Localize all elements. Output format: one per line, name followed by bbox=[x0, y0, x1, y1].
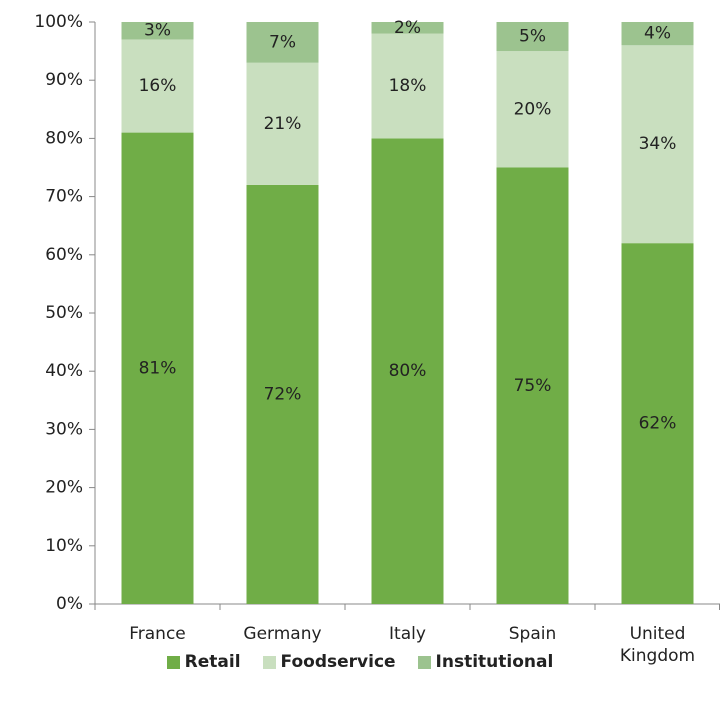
y-tick-label: 60% bbox=[45, 245, 83, 265]
data-label: 20% bbox=[514, 99, 552, 119]
y-tick-label: 30% bbox=[45, 419, 83, 439]
data-label: 7% bbox=[269, 32, 296, 52]
bar-segment bbox=[621, 22, 694, 46]
legend: Retail Foodservice Institutional bbox=[0, 652, 720, 672]
y-tick-label: 10% bbox=[45, 536, 83, 556]
data-label: 5% bbox=[519, 27, 546, 47]
bar-segment bbox=[121, 132, 194, 604]
bar-segment bbox=[496, 167, 569, 604]
bar-segment bbox=[121, 39, 194, 133]
legend-item: Institutional bbox=[417, 652, 554, 672]
data-label: 75% bbox=[514, 376, 552, 396]
x-tick-label: France bbox=[129, 624, 186, 644]
y-tick-label: 70% bbox=[45, 187, 83, 207]
bar-segment bbox=[246, 62, 319, 185]
legend-swatch bbox=[417, 655, 431, 669]
bar-segment bbox=[496, 51, 569, 168]
data-label: 2% bbox=[394, 18, 421, 38]
data-label: 80% bbox=[389, 361, 427, 381]
data-label: 81% bbox=[139, 358, 177, 378]
data-label: 18% bbox=[389, 76, 427, 96]
bar-segment bbox=[621, 243, 694, 604]
bar-segment bbox=[621, 45, 694, 244]
legend-item: Retail bbox=[166, 652, 241, 672]
bar-segment bbox=[496, 22, 569, 52]
bar-segment bbox=[246, 184, 319, 604]
legend-item: Foodservice bbox=[262, 652, 396, 672]
y-tick-label: 90% bbox=[45, 70, 83, 90]
y-tick-label: 100% bbox=[34, 12, 83, 32]
y-tick-label: 40% bbox=[45, 361, 83, 381]
x-tick-label: United Kingdom bbox=[619, 624, 696, 666]
legend-label: Institutional bbox=[435, 652, 554, 672]
legend-swatch bbox=[262, 655, 276, 669]
y-tick-label: 20% bbox=[45, 478, 83, 498]
y-tick-label: 80% bbox=[45, 128, 83, 148]
x-tick-label: Germany bbox=[243, 624, 322, 644]
bar-segment bbox=[246, 22, 319, 63]
bar-segment bbox=[371, 22, 444, 34]
data-label: 16% bbox=[139, 76, 177, 96]
legend-label: Retail bbox=[184, 652, 241, 672]
x-tick-label: Italy bbox=[389, 624, 426, 644]
y-tick-label: 50% bbox=[45, 303, 83, 323]
legend-label: Foodservice bbox=[280, 652, 396, 672]
data-label: 62% bbox=[639, 414, 677, 434]
bar-segment bbox=[371, 138, 444, 604]
x-tick-label: Spain bbox=[508, 624, 557, 644]
data-label: 4% bbox=[644, 24, 671, 44]
bar-segment bbox=[371, 33, 444, 139]
y-tick-label: 0% bbox=[56, 594, 83, 614]
data-label: 72% bbox=[264, 384, 302, 404]
data-label: 34% bbox=[639, 134, 677, 154]
bar-segment bbox=[121, 22, 194, 40]
legend-swatch bbox=[166, 655, 180, 669]
data-label: 21% bbox=[264, 114, 302, 134]
data-label: 3% bbox=[144, 21, 171, 41]
